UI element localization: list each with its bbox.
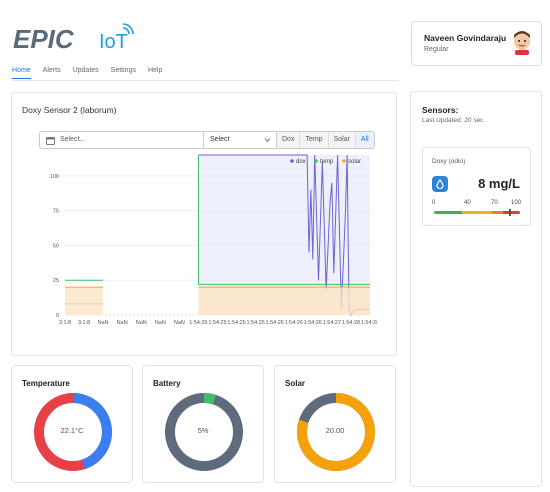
temperature-card: Temperature 22.1°C (11, 365, 133, 483)
doxy-scale-labels: 0 40 70 100 (432, 200, 522, 208)
temperature-value: 22.1°C (60, 426, 84, 435)
x-tick-label: 1:54:25 (189, 320, 207, 326)
last-updated: Last Updated: 20 sec (422, 117, 484, 124)
nav-alerts[interactable]: Alerts (42, 67, 61, 74)
x-tick-label: 3:1:8 (78, 320, 90, 326)
sensors-panel: Sensors: Last Updated: 20 sec Doxy (odio… (410, 91, 542, 487)
temperature-gauge (34, 393, 112, 471)
filter-divider (203, 132, 204, 148)
main-nav: Home Alerts Updates Settings Help (12, 67, 174, 79)
date-select-input[interactable]: Select... (60, 136, 86, 143)
scale-label: 0 (432, 200, 436, 206)
toggle-dox[interactable]: Dox (277, 132, 301, 148)
user-name: Naveen Govindaraju (424, 33, 507, 43)
x-tick-label: 1:54:26 (266, 320, 284, 326)
doxy-sensor-card[interactable]: Doxy (odio) 8 mg/L 0 40 70 100 (422, 147, 531, 226)
legend-label-dox: dox (296, 159, 306, 165)
battery-value: 5% (197, 426, 209, 435)
sensors-title: Sensors: (422, 105, 459, 115)
x-tick-label: 1:54:28 (342, 320, 360, 326)
nav-home[interactable]: Home (12, 67, 31, 79)
x-tick-label: 1:54:28 (361, 320, 377, 326)
toggle-temp[interactable]: Temp (300, 132, 329, 148)
doxy-name: Doxy (odio) (432, 158, 466, 165)
user-card[interactable]: Naveen Govindaraju Regular (411, 21, 542, 66)
battery-card: Battery 5% (142, 365, 264, 483)
legend-marker-solar (342, 159, 346, 163)
toggle-all[interactable]: All (355, 132, 374, 148)
sensor-title: Doxy Sensor 2 (laborum) (22, 105, 117, 115)
legend-marker-temp (314, 159, 318, 163)
x-tick-label: NaN (174, 320, 185, 326)
user-role: Regular (424, 46, 449, 53)
solar-title: Solar (285, 379, 306, 388)
x-tick-label: 1:54:27 (323, 320, 341, 326)
solar-gauge (297, 393, 375, 471)
doxy-level-marker (508, 209, 511, 216)
x-tick-label: 1:54:25 (227, 320, 245, 326)
x-tick-label: NaN (117, 320, 128, 326)
x-tick-label: 3:1:8 (59, 320, 71, 326)
x-tick-label: 1:54:26 (285, 320, 303, 326)
x-tick-label: NaN (155, 320, 166, 326)
y-tick-label: 25 (53, 278, 59, 284)
nav-help[interactable]: Help (147, 67, 163, 74)
legend-marker-dox (290, 159, 294, 163)
battery-title: Battery (153, 379, 181, 388)
legend-label-temp: temp (320, 159, 334, 165)
x-tick-label: 1:54:26 (304, 320, 322, 326)
solar-area (198, 287, 370, 315)
solar-value: 20.00 (325, 426, 345, 435)
solar-area (65, 287, 104, 315)
chevron-down-icon[interactable] (264, 137, 271, 143)
series-toggle: Dox Temp Solar All (276, 131, 375, 149)
temp-line (197, 155, 370, 285)
solar-card: Solar 20.00 (274, 365, 396, 483)
nav-divider (12, 80, 399, 81)
scale-label: 70 (491, 200, 498, 206)
y-tick-label: 75 (53, 209, 59, 215)
x-tick-label: NaN (136, 320, 147, 326)
nav-settings[interactable]: Settings (110, 67, 136, 74)
y-tick-label: 50 (53, 243, 59, 249)
avatar (514, 31, 530, 55)
gauge-fill-ring (34, 393, 112, 471)
epic-iot-logo[interactable]: EPIC IoT (13, 22, 138, 54)
sensor-select[interactable]: Select (210, 136, 230, 143)
temperature-title: Temperature (22, 379, 70, 388)
scale-label: 40 (464, 200, 471, 206)
logo-suffix: IoT (99, 31, 128, 53)
water-drop-icon (432, 176, 448, 192)
legend-label-solar: solar (348, 159, 361, 165)
x-tick-label: NaN (98, 320, 109, 326)
calendar-icon[interactable] (46, 136, 55, 145)
y-tick-label: 0 (56, 313, 59, 319)
x-tick-label: 1:54:25 (208, 320, 226, 326)
gauge-fill-ring (297, 393, 375, 471)
scale-label: 100 (511, 200, 522, 206)
logo-text: EPIC (13, 24, 75, 54)
filter-bar: Select... Select (39, 131, 279, 149)
nav-updates[interactable]: Updates (72, 67, 99, 74)
doxy-level-bar (434, 211, 520, 214)
sensor-line-chart: 0 25 50 75 100 3:1:8 3:1:8 NaN NaN NaN NaN NaN 1:54:… (50, 154, 377, 326)
doxy-value: 8 mg/L (478, 176, 520, 191)
x-tick-label: 1:54:25 (246, 320, 264, 326)
gauge-fill-ring (165, 393, 243, 471)
y-tick-label: 100 (50, 174, 59, 180)
battery-gauge (165, 393, 243, 471)
toggle-solar[interactable]: Solar (328, 132, 356, 148)
